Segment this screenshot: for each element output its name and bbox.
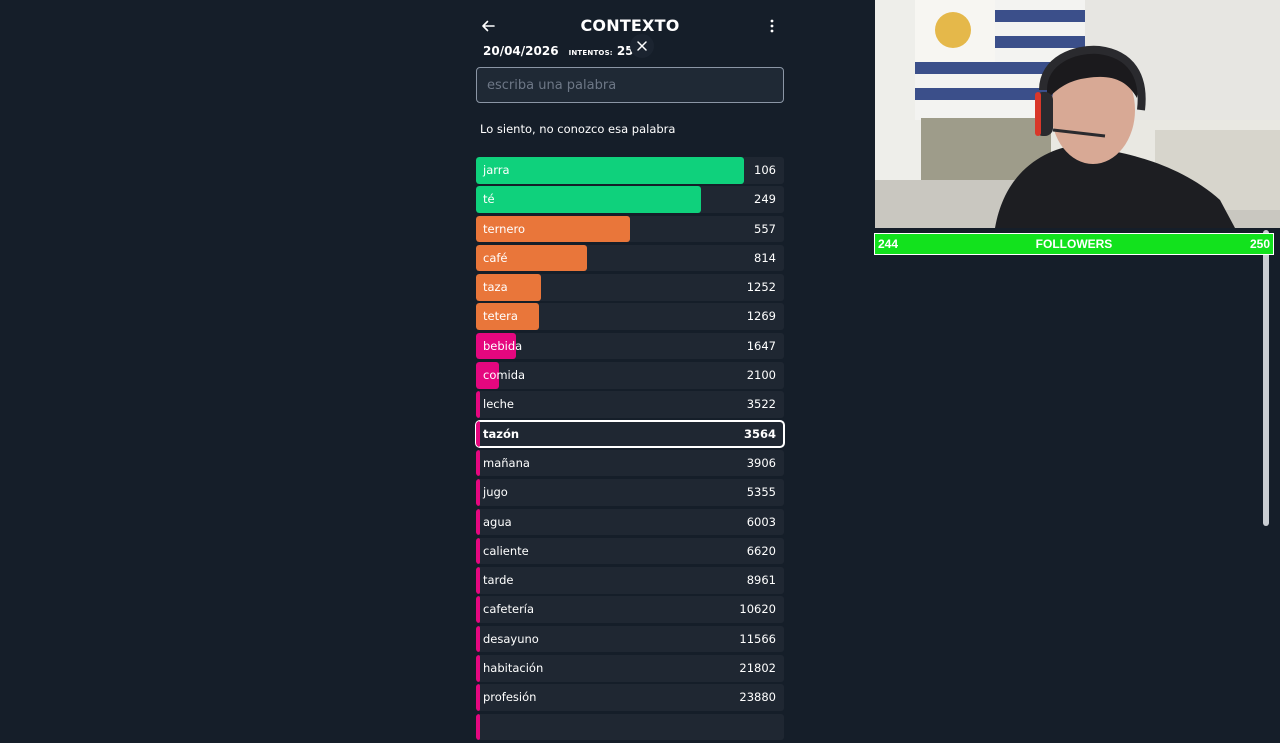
guess-rank: 10620 — [739, 602, 776, 617]
similarity-bar — [476, 625, 480, 653]
guess-word: caliente — [483, 543, 529, 558]
guess-rank: 1647 — [746, 338, 776, 353]
arrow-left-icon[interactable] — [480, 18, 496, 34]
followers-goal: 250 — [1249, 237, 1270, 251]
guess-row: comida 2100 — [476, 362, 784, 389]
followers-goal-bar: 244 FOLLOWERS 250 — [874, 233, 1274, 255]
scrollbar-thumb[interactable] — [1263, 230, 1269, 526]
guess-word: leche — [483, 397, 514, 412]
guess-word: café — [483, 250, 508, 265]
guess-row: caliente 6620 — [476, 537, 784, 565]
guess-word: bebida — [483, 338, 523, 353]
similarity-bar — [476, 303, 539, 330]
guess-word: cafetería — [483, 602, 535, 617]
game-meta: 20/04/2026 INTENTOS: 25 — [483, 44, 634, 58]
similarity-bar — [476, 332, 516, 360]
followers-label: FOLLOWERS — [1035, 237, 1113, 251]
webcam-feed — [875, 0, 1280, 228]
guess-rank: 21802 — [739, 661, 776, 676]
similarity-bar — [476, 684, 480, 711]
more-vertical-icon[interactable] — [762, 18, 782, 34]
similarity-bar — [476, 391, 480, 418]
guess-rank: 1269 — [746, 309, 776, 324]
contexto-game: CONTEXTO 20/04/2026 INTENTOS:25 Lo siento… — [475, 0, 785, 741]
followers-current: 244 — [878, 237, 899, 251]
similarity-bar — [476, 655, 480, 682]
similarity-bar — [476, 244, 587, 272]
header: CONTEXTO — [476, 12, 784, 44]
streamer — [995, 45, 1235, 228]
similarity-bar — [476, 362, 499, 389]
guess-word: mañana — [483, 455, 530, 470]
guess-row: leche 3522 — [476, 391, 784, 418]
similarity-bar — [476, 508, 480, 536]
guess-list: jarra 106 té 249 ternero 557 café 814 taza 1252 te… — [475, 157, 785, 743]
guess-row: bebida 1647 — [476, 332, 784, 360]
guess-row: jarra 106 — [476, 157, 784, 184]
guess-rank: 2100 — [746, 368, 776, 383]
guess-rank: 8961 — [746, 573, 776, 588]
webcam-image — [875, 0, 1280, 228]
similarity-bar — [476, 479, 480, 506]
game-date: 20/04/2026 — [483, 44, 559, 58]
close-icon[interactable] — [630, 34, 654, 58]
guess-row: habitación 21802 — [476, 655, 784, 682]
guess-row: cafetería 10620 — [476, 596, 784, 623]
guess-row: taza 1252 — [476, 274, 784, 301]
guess-word: jarra — [483, 163, 510, 177]
guess-rank: 23880 — [739, 690, 776, 705]
guess-rank: 106 — [754, 163, 776, 177]
guess-rank: 249 — [754, 192, 776, 207]
guess-row: tazón 3564 — [475, 419, 785, 449]
guess-word: ternero — [483, 221, 525, 236]
similarity-bar — [476, 420, 480, 448]
guess-row: tarde 8961 — [476, 567, 784, 594]
guess-word: comida — [483, 368, 526, 383]
guess-row: mañana 3906 — [476, 449, 784, 477]
guess-row: café 814 — [476, 244, 784, 272]
similarity-bar — [476, 537, 480, 565]
guess-word: taza — [483, 280, 508, 295]
guess-rank: 3564 — [743, 426, 776, 441]
guess-word: tazón — [483, 426, 520, 441]
guess-rank: 3522 — [746, 397, 776, 412]
guess-word: tetera — [483, 309, 518, 324]
guess-rank: 6620 — [746, 543, 776, 558]
guess-rank: 6003 — [746, 514, 776, 529]
guess-rank: 814 — [754, 250, 776, 265]
similarity-bar — [476, 157, 744, 184]
guess-rank: 1252 — [746, 280, 776, 295]
similarity-bar — [476, 449, 480, 477]
guess-word: profesión — [483, 690, 537, 705]
guess-word: desayuno — [483, 631, 539, 646]
guess-row — [476, 713, 784, 741]
guess-word: jugo — [483, 485, 508, 500]
attempts-label: INTENTOS: — [568, 49, 613, 57]
similarity-bar — [476, 596, 480, 623]
guess-word: habitación — [483, 661, 544, 676]
guess-row: té 249 — [476, 186, 784, 213]
guess-row: ternero 557 — [476, 215, 784, 243]
guess-rank: 5355 — [746, 485, 776, 500]
similarity-bar — [476, 186, 701, 213]
guess-word: tarde — [483, 573, 514, 588]
guess-rank: 557 — [754, 221, 776, 236]
attempts-count: 25 — [616, 44, 634, 58]
error-message: Lo siento, no conozco esa palabra — [480, 122, 676, 136]
guess-row: profesión 23880 — [476, 684, 784, 711]
word-input[interactable] — [476, 67, 784, 103]
guess-rank: 3906 — [746, 455, 776, 470]
guess-rank: 11566 — [739, 631, 776, 646]
similarity-bar — [476, 567, 480, 594]
guess-word: té — [483, 192, 495, 207]
guess-row: desayuno 11566 — [476, 625, 784, 653]
guess-row: tetera 1269 — [476, 303, 784, 330]
similarity-bar — [476, 215, 630, 243]
guess-row: jugo 5355 — [476, 479, 784, 506]
guess-row: agua 6003 — [476, 508, 784, 536]
similarity-bar — [476, 274, 541, 301]
similarity-bar — [476, 713, 480, 741]
page-title: CONTEXTO — [580, 16, 680, 35]
guess-word: agua — [483, 514, 512, 529]
